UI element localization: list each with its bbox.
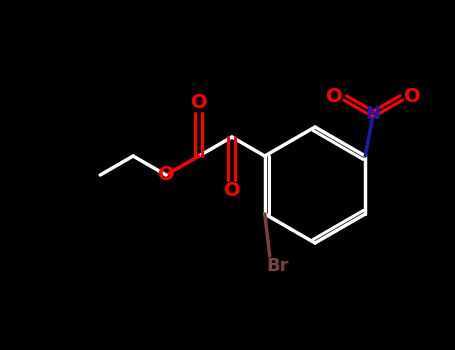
- Text: O: O: [404, 86, 420, 105]
- Text: O: O: [158, 166, 174, 184]
- Text: O: O: [191, 93, 207, 112]
- Text: N: N: [366, 105, 381, 123]
- Text: Br: Br: [267, 257, 289, 275]
- Text: O: O: [223, 181, 240, 199]
- Text: O: O: [326, 86, 343, 105]
